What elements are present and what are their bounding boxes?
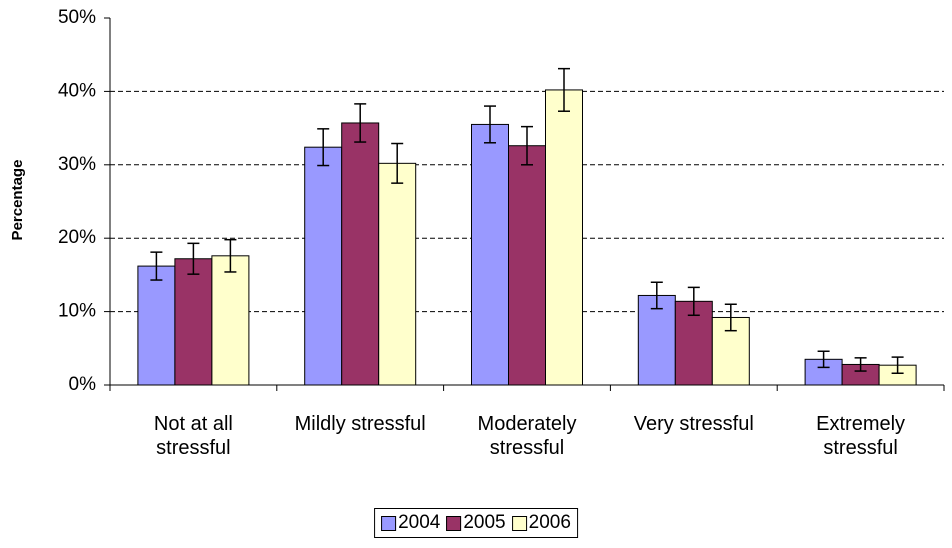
error-bar xyxy=(484,105,496,144)
y-tick-label: 50% xyxy=(58,7,96,28)
x-tick-label: Extremely stressful xyxy=(816,413,906,459)
y-tick-label: 10% xyxy=(58,301,96,322)
error-bar xyxy=(724,303,737,332)
error-bar xyxy=(854,357,867,372)
y-axis-title: Percentage xyxy=(9,160,26,241)
legend-item: 2006 xyxy=(511,512,571,534)
x-tick-label: Moderately stressful xyxy=(477,413,577,459)
legend-item: 2005 xyxy=(446,512,506,534)
x-tick-label: Mildly stressful xyxy=(294,413,426,435)
bar xyxy=(637,294,676,386)
error-bar xyxy=(224,238,237,273)
error-bar xyxy=(391,142,404,184)
bar xyxy=(545,89,583,386)
error-bar xyxy=(558,67,570,112)
x-tick-label: Not at all stressful xyxy=(153,413,233,459)
bar xyxy=(211,255,250,386)
error-bar xyxy=(521,125,533,166)
error-bar xyxy=(817,350,830,369)
error-bar xyxy=(354,103,367,143)
legend-label: 2006 xyxy=(528,512,571,533)
bar xyxy=(378,162,417,386)
error-bar xyxy=(150,251,163,281)
bar xyxy=(341,122,380,386)
x-tick-label: Very stressful xyxy=(633,413,754,435)
bar xyxy=(304,146,343,386)
bar xyxy=(137,265,176,386)
bar xyxy=(174,258,213,386)
legend-item: 2004 xyxy=(381,512,440,534)
error-bar xyxy=(650,281,663,310)
legend-swatch xyxy=(446,515,462,531)
y-tick-label: 40% xyxy=(58,80,96,101)
legend-label: 2005 xyxy=(463,512,506,533)
bar xyxy=(508,145,546,386)
legend-swatch xyxy=(511,515,527,531)
error-bar xyxy=(187,242,200,275)
legend-label: 2004 xyxy=(398,512,441,533)
error-bar xyxy=(687,286,700,317)
y-tick-label: 20% xyxy=(58,227,96,248)
y-tick-label: 30% xyxy=(58,154,96,175)
error-bar xyxy=(891,356,904,375)
error-bar xyxy=(317,128,330,167)
y-tick-label: 0% xyxy=(69,374,97,395)
legend: 2004 2005 2006 xyxy=(374,508,578,538)
bar xyxy=(471,123,509,386)
legend-swatch xyxy=(381,515,397,531)
